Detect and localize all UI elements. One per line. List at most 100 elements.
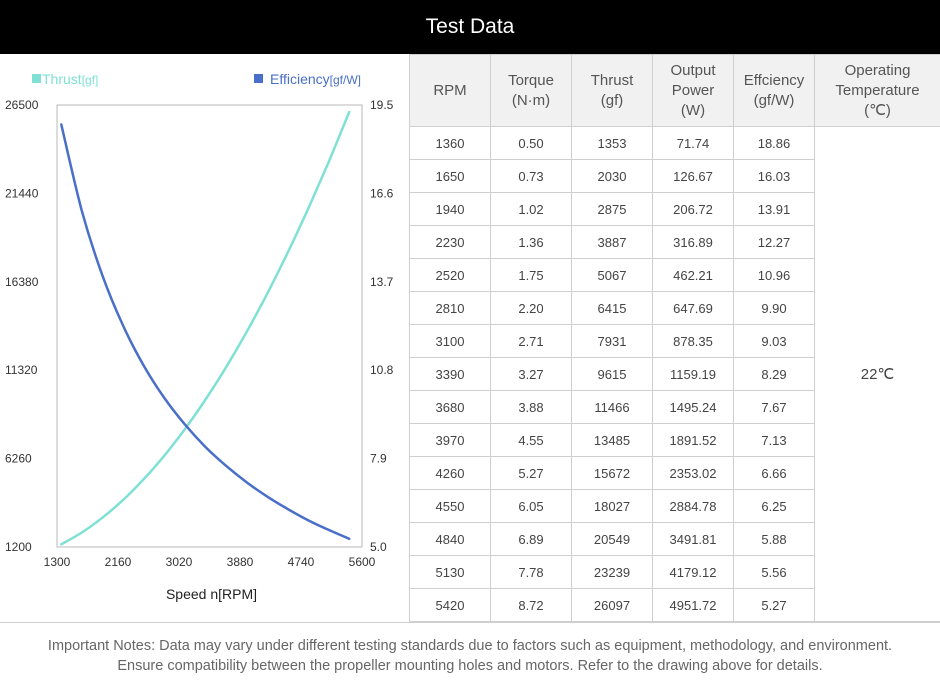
table-row: 2520 1.75 5067 462.21 10.96	[409, 258, 940, 292]
plot-frame	[56, 104, 363, 548]
table-cell: 316.89	[652, 225, 734, 259]
table-header-text: Effciency	[743, 71, 805, 89]
table-cell: 0.73	[490, 159, 572, 193]
test-data-table-panel: RPM Torque (N·m) Thrust (gf) Output Power (W) Ef…	[409, 54, 940, 622]
table-cell: 2884.78	[652, 489, 734, 523]
table-header-cell: Torque (N·m)	[490, 54, 572, 127]
table-header-row: RPM Torque (N·m) Thrust (gf) Output Power (W) Ef…	[409, 54, 940, 127]
table-cell: 4179.12	[652, 555, 734, 589]
table-cell: 1353	[571, 126, 653, 160]
y-right-tick-label: 19.5	[370, 98, 394, 112]
y-left-tick-label: 21440	[5, 186, 39, 200]
table-header-text: (N·m)	[511, 91, 551, 109]
table-cell: 10.96	[733, 258, 815, 292]
note-line-1: Important Notes: Data may vary under dif…	[47, 638, 893, 654]
table-cell: 1495.24	[652, 390, 734, 424]
table-cell: 3100	[409, 324, 491, 358]
table-header-text: (gf/W)	[753, 91, 795, 109]
table-cell: 18.86	[733, 126, 815, 160]
table-cell: 16.03	[733, 159, 815, 193]
y-right-tick-label: 16.6	[370, 186, 394, 200]
table-cell: 2875	[571, 192, 653, 226]
table-cell: 3491.81	[652, 522, 734, 556]
table-cell: 6.66	[733, 456, 815, 490]
table-cell: 0.50	[490, 126, 572, 160]
table-header-text: Operating	[844, 61, 911, 79]
table-row: 4550 6.05 18027 2884.78 6.25	[409, 489, 940, 523]
table-cell: 7.67	[733, 390, 815, 424]
table-cell: 4.55	[490, 423, 572, 457]
table-header-text: Power	[671, 81, 715, 99]
table-cell: 9.03	[733, 324, 815, 358]
table-cell: 7931	[571, 324, 653, 358]
table-cell: 18027	[571, 489, 653, 523]
table-cell: 9615	[571, 357, 653, 391]
table-cell: 1940	[409, 192, 491, 226]
x-tick-label: 1300	[44, 555, 71, 569]
table-header-cell: Effciency (gf/W)	[733, 54, 815, 127]
page-title: Test Data	[425, 15, 515, 38]
table-cell: 2353.02	[652, 456, 734, 490]
table-cell: 2520	[409, 258, 491, 292]
table-header-text: RPM	[433, 81, 467, 99]
table-header-text: Torque	[508, 71, 554, 89]
table-cell: 6415	[571, 291, 653, 325]
table-cell: 20549	[571, 522, 653, 556]
dual-axis-line-chart: 1300 2160 3020 3880 4740 5600 1200 6260 11320 163…	[5, 71, 394, 602]
table-header-text: Thrust	[590, 71, 634, 89]
legend-efficiency-swatch	[254, 74, 263, 83]
table-cell: 4550	[409, 489, 491, 523]
table-cell: 1360	[409, 126, 491, 160]
table-cell: 6.05	[490, 489, 572, 523]
table-cell: 5.27	[733, 588, 815, 622]
table-cell: 1.75	[490, 258, 572, 292]
x-tick-label: 2160	[105, 555, 132, 569]
x-tick-label: 5600	[349, 555, 376, 569]
x-tick-label: 3880	[227, 555, 254, 569]
legend-thrust-swatch	[32, 74, 41, 83]
table-cell: 15672	[571, 456, 653, 490]
x-tick-label: 4740	[288, 555, 315, 569]
table-cell: 5.27	[490, 456, 572, 490]
table-cell: 7.13	[733, 423, 815, 457]
table-cell: 23239	[571, 555, 653, 589]
table-cell: 1.02	[490, 192, 572, 226]
y-right-tick-label: 5.0	[370, 540, 387, 554]
table-cell: 206.72	[652, 192, 734, 226]
table-cell: 2810	[409, 291, 491, 325]
table-row: 3100 2.71 7931 878.35 9.03	[409, 324, 940, 358]
table-body: 1360 0.50 1353 71.74 18.86 22℃ 1650 0.73 2030 126…	[409, 126, 940, 622]
legend-efficiency-label: Efficiency[gf/W]	[270, 71, 361, 87]
table-header-cell: Operating Temperature (℃)	[814, 54, 940, 127]
table-cell: 5420	[409, 588, 491, 622]
important-notes: Important Notes: Data may vary under dif…	[0, 622, 940, 688]
table-cell: 462.21	[652, 258, 734, 292]
table-cell: 5.56	[733, 555, 815, 589]
table-row: 5130 7.78 23239 4179.12 5.56	[409, 555, 940, 589]
table-cell: 126.67	[652, 159, 734, 193]
table-cell: 2030	[571, 159, 653, 193]
y-left-tick-label: 1200	[5, 540, 32, 554]
table-header-text: Output	[670, 61, 716, 79]
table-row: 1650 0.73 2030 126.67 16.03	[409, 159, 940, 193]
operating-temperature-cell: 22℃	[814, 126, 940, 622]
table-cell: 11466	[571, 390, 653, 424]
table-cell: 3970	[409, 423, 491, 457]
table-header-cell: Thrust (gf)	[571, 54, 653, 127]
y-left-tick-label: 6260	[5, 452, 32, 466]
test-data-table: RPM Torque (N·m) Thrust (gf) Output Power (W) Ef…	[409, 54, 940, 622]
table-cell: 3.88	[490, 390, 572, 424]
y-right-tick-label: 13.7	[370, 275, 394, 289]
table-header-text: (℃)	[864, 101, 891, 119]
note-line-2: Ensure compatibility between the propell…	[117, 658, 823, 674]
x-axis-label: Speed n[RPM]	[166, 586, 257, 602]
table-cell: 1.36	[490, 225, 572, 259]
table-cell: 4951.72	[652, 588, 734, 622]
table-cell: 5.88	[733, 522, 815, 556]
y-left-tick-label: 26500	[5, 98, 39, 112]
table-cell: 2.71	[490, 324, 572, 358]
legend-thrust-label: Thrust[gf]	[42, 71, 98, 87]
table-cell: 1159.19	[652, 357, 734, 391]
chart-panel: 1300 2160 3020 3880 4740 5600 1200 6260 11320 163…	[0, 54, 408, 622]
y-right-tick-label: 7.9	[370, 452, 387, 466]
